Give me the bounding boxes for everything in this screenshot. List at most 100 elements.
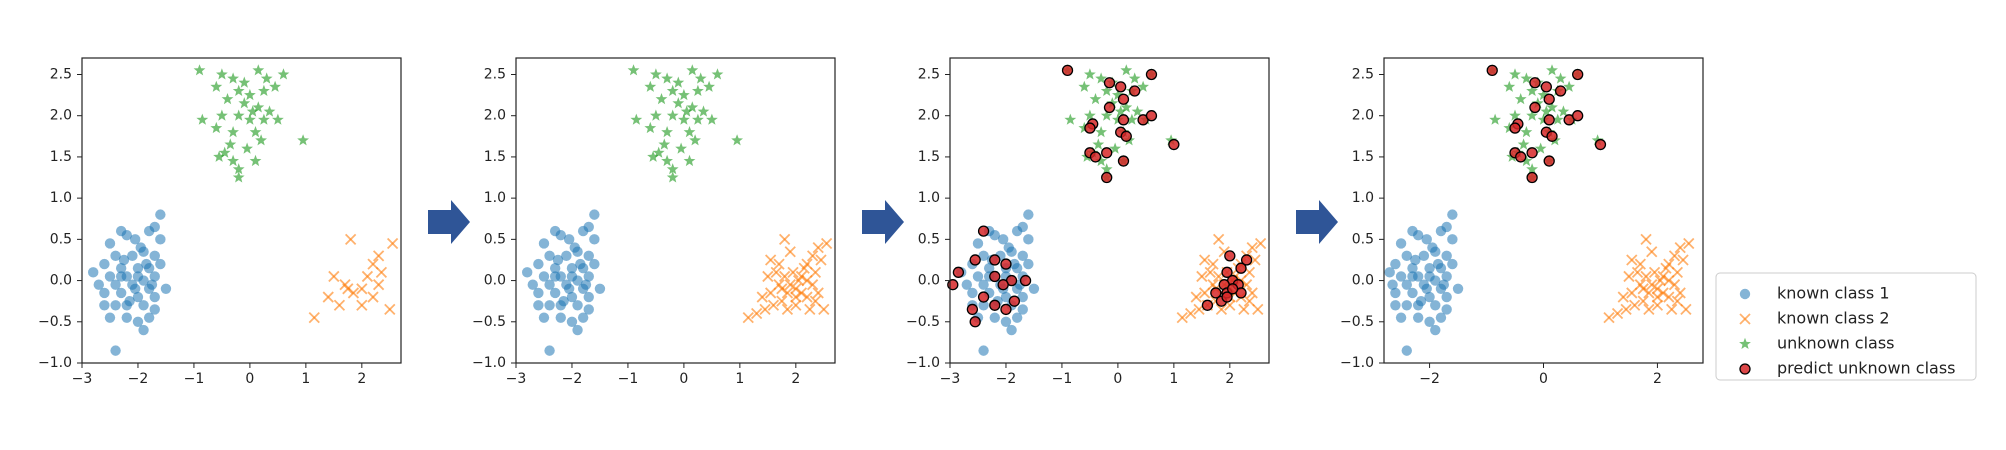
unknown-point xyxy=(1520,126,1533,138)
class1-point xyxy=(566,291,578,303)
series-class2 xyxy=(308,233,399,324)
class1-point xyxy=(1435,312,1447,323)
class1-point xyxy=(115,271,127,282)
class2-point xyxy=(751,307,763,320)
class1-point xyxy=(566,271,578,282)
class2-point xyxy=(790,283,802,295)
class2-point xyxy=(806,250,819,262)
unknown-point xyxy=(666,171,679,183)
unknown-point xyxy=(196,113,209,125)
unknown-point xyxy=(246,105,259,117)
class1-point xyxy=(87,267,99,278)
class1-point xyxy=(572,324,583,336)
class1-point xyxy=(589,209,600,220)
arrow-1 xyxy=(428,200,470,244)
predict-point xyxy=(997,279,1009,291)
predict-point xyxy=(1115,81,1127,93)
unknown-point xyxy=(210,80,223,92)
unknown-point xyxy=(706,113,718,125)
class1-point xyxy=(1390,258,1401,270)
class1-point xyxy=(1395,238,1407,249)
series-predict xyxy=(1486,64,1607,184)
unknown-point xyxy=(277,68,290,80)
class1-point xyxy=(978,300,989,311)
legend-marker-unknown xyxy=(1739,337,1751,349)
plot-area-3 xyxy=(947,64,1267,356)
class1-point xyxy=(104,312,116,323)
class2-point xyxy=(1660,262,1672,274)
predict-point xyxy=(1509,122,1521,134)
class1-point xyxy=(544,279,555,290)
class1-point xyxy=(1407,287,1418,299)
predict-point xyxy=(1543,155,1555,167)
y-tick-label: 1.0 xyxy=(50,190,72,206)
unknown-point xyxy=(1563,80,1575,92)
unknown-point xyxy=(218,146,231,158)
legend: known class 1 known class 2 unknown clas… xyxy=(1715,272,1977,381)
class2-point xyxy=(756,291,768,303)
unknown-point xyxy=(1064,113,1077,125)
unknown-point xyxy=(1554,72,1567,84)
class1-point xyxy=(155,209,166,220)
predict-point xyxy=(1515,151,1527,163)
class1-point xyxy=(549,271,561,282)
class2-point xyxy=(812,241,824,254)
unknown-point xyxy=(258,84,270,96)
class2-point xyxy=(1246,287,1258,299)
class2-point xyxy=(1646,246,1658,258)
class1-point xyxy=(1017,291,1028,303)
predict-point xyxy=(989,254,1001,266)
unknown-point xyxy=(650,109,662,121)
unknown-point xyxy=(1095,154,1107,167)
class1-point xyxy=(1009,258,1020,270)
class1-point xyxy=(538,312,550,323)
class1-point xyxy=(538,271,550,282)
predict-point xyxy=(1594,138,1607,151)
class2-point xyxy=(322,291,334,303)
class1-point xyxy=(1432,258,1444,270)
unknown-point xyxy=(244,113,256,125)
unknown-point xyxy=(232,84,245,96)
unknown-point xyxy=(1084,109,1096,121)
series-unknown xyxy=(627,64,743,183)
class1-point xyxy=(538,238,550,249)
unknown-point xyxy=(1557,105,1570,117)
class2-point xyxy=(1648,266,1661,278)
x-tick-label: −3 xyxy=(940,371,961,387)
unknown-point xyxy=(1112,88,1124,101)
predict-point xyxy=(969,316,981,328)
class2-point xyxy=(1646,279,1658,291)
unknown-point xyxy=(652,146,665,158)
class1-point xyxy=(149,291,160,303)
class2-point xyxy=(1668,250,1681,262)
series-class1 xyxy=(87,209,172,356)
predict-point xyxy=(1221,291,1233,303)
class1-point xyxy=(93,279,104,290)
unknown-point xyxy=(1095,126,1107,138)
unknown-point xyxy=(1089,93,1102,105)
predict-point xyxy=(1168,138,1180,151)
class1-point xyxy=(155,234,166,245)
unknown-point xyxy=(655,93,668,105)
arrow-2 xyxy=(862,200,904,244)
plot-area-2 xyxy=(521,64,833,356)
class2-point xyxy=(1651,299,1664,311)
x-tick-label: −1 xyxy=(184,371,205,387)
class1-point xyxy=(155,258,166,270)
unknown-point xyxy=(227,126,239,138)
y-tick-label: −0.5 xyxy=(38,314,72,330)
unknown-point xyxy=(252,101,265,113)
panels: −3 −2 −1 0 1 2−1.0−0.50.00.51.01.52.02.5−3 −2−… xyxy=(38,57,1704,387)
predict-point xyxy=(1529,101,1541,114)
class1-point xyxy=(1395,312,1407,323)
class1-point xyxy=(583,291,594,303)
class1-point xyxy=(132,271,144,282)
legend-label-class2: known class 2 xyxy=(1777,309,1890,328)
unknown-point xyxy=(658,138,671,150)
class2-point xyxy=(1617,291,1629,303)
unknown-point xyxy=(1100,163,1113,175)
unknown-point xyxy=(694,72,707,84)
class2-point xyxy=(1671,295,1684,307)
class1-point xyxy=(989,312,1000,323)
predict-point xyxy=(1019,274,1032,287)
